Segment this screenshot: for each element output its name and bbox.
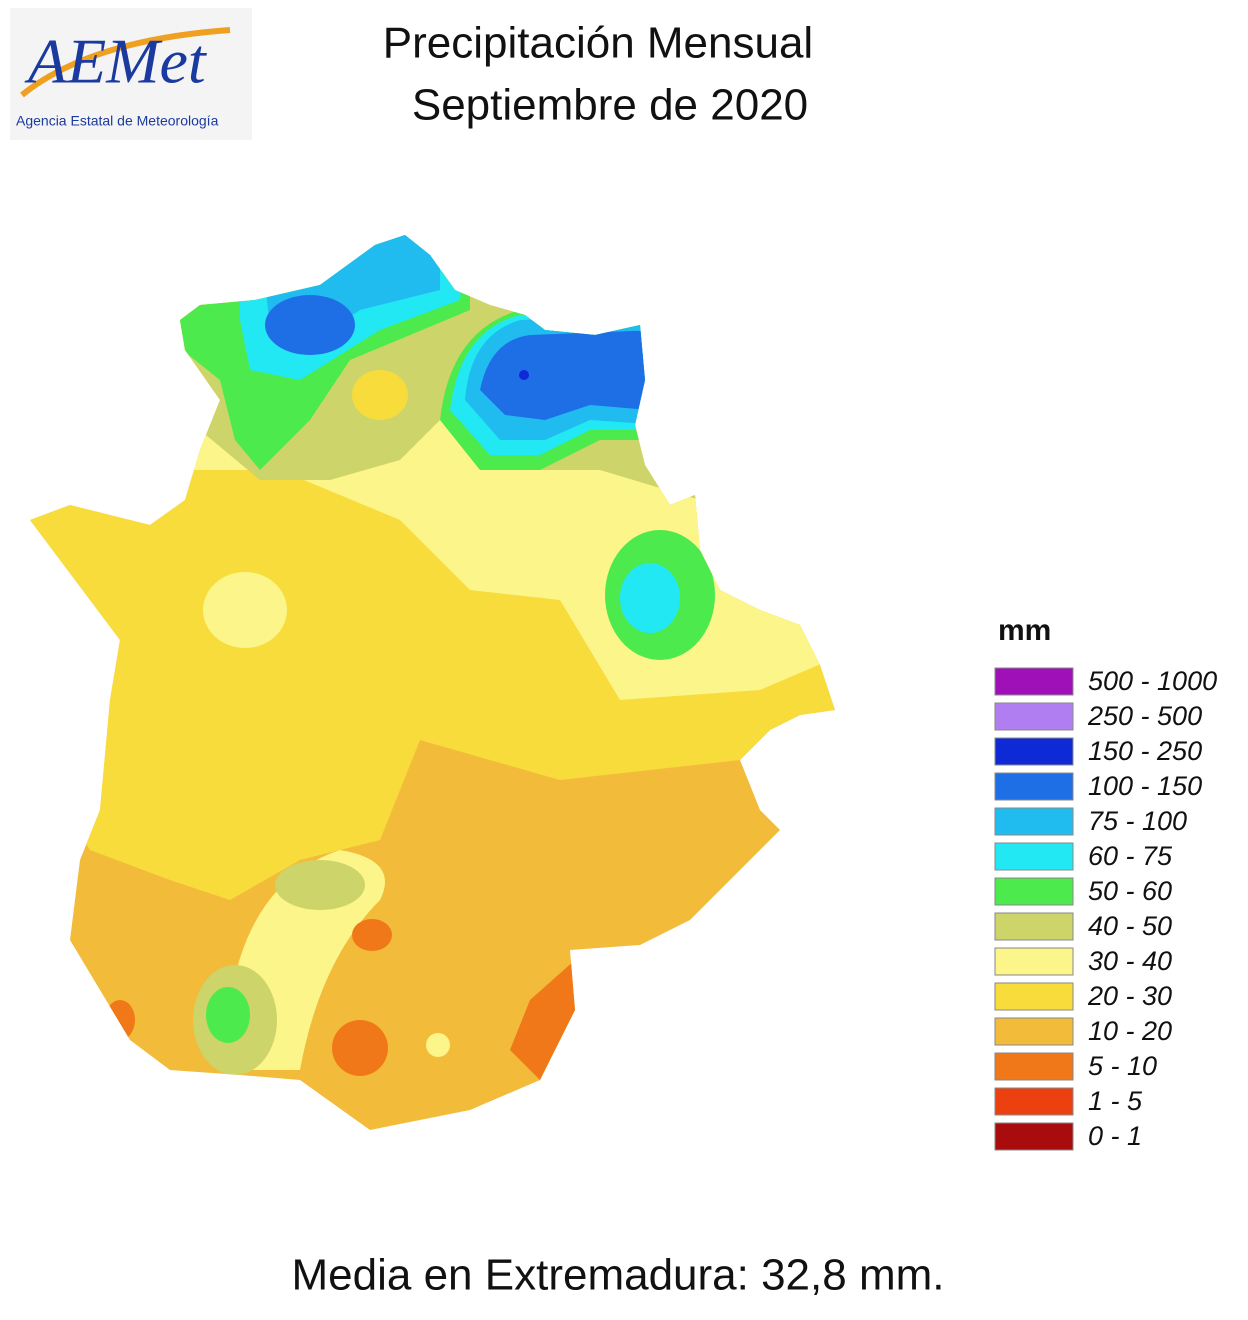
legend-label: 20 - 30 (1087, 981, 1172, 1011)
legend-swatch (994, 947, 1074, 976)
logo-swoosh (20, 27, 231, 98)
legend-swatch (994, 1017, 1074, 1046)
legend-swatch (994, 1122, 1074, 1151)
map-zone (265, 295, 355, 355)
legend-label: 30 - 40 (1088, 946, 1172, 976)
legend-swatch (994, 877, 1074, 906)
legend-swatch (994, 702, 1074, 731)
legend-label: 500 - 1000 (1088, 666, 1217, 696)
legend-swatch (994, 1052, 1074, 1081)
map-zone (480, 330, 660, 420)
legend-swatch (994, 667, 1074, 696)
legend-swatch (994, 842, 1074, 871)
legend-label: 0 - 1 (1088, 1121, 1142, 1151)
map-zone (352, 370, 408, 420)
legend-swatch (994, 772, 1074, 801)
map-zone (206, 987, 250, 1043)
map-zone (620, 563, 680, 633)
map-zone (352, 919, 392, 951)
map-zone (426, 1033, 450, 1057)
legend-label: 50 - 60 (1088, 876, 1172, 906)
logo-subtitle: Agencia Estatal de Meteorología (16, 113, 219, 129)
legend-label: 100 - 150 (1088, 771, 1202, 801)
title-line: Precipitación Mensual (383, 19, 813, 68)
map-zone (332, 1020, 388, 1076)
legend-swatch (994, 807, 1074, 836)
legend-label: 10 - 20 (1088, 1016, 1172, 1046)
precipitation-map (30, 235, 835, 1130)
legend-label: 1 - 5 (1088, 1086, 1143, 1116)
logo-text: AEMet (24, 26, 208, 97)
map-zone (105, 1000, 135, 1040)
legend-unit: mm (998, 614, 1051, 647)
legend-label: 250 - 500 (1087, 701, 1202, 731)
legend-label: 60 - 75 (1088, 841, 1173, 871)
legend: mm 500 - 1000 250 - 500 150 - 250 100 - 150… (994, 614, 1217, 1151)
legend-label: 150 - 250 (1088, 736, 1202, 766)
title-line: Septiembre de 2020 (412, 81, 808, 130)
legend-label: 75 - 100 (1088, 806, 1187, 836)
legend-swatch (994, 912, 1074, 941)
legend-label: 5 - 10 (1088, 1051, 1157, 1081)
legend-label: 40 - 50 (1088, 911, 1172, 941)
legend-swatch (994, 737, 1074, 766)
footer-note: Media en Extremadura: 32,8 mm. (292, 1251, 945, 1300)
logo: AEMet Agencia Estatal de Meteorología (10, 8, 252, 140)
map-zone (203, 572, 287, 648)
map-zone (275, 860, 365, 910)
legend-swatch (994, 1087, 1074, 1116)
legend-swatch (994, 982, 1074, 1011)
map-zone (519, 370, 529, 380)
